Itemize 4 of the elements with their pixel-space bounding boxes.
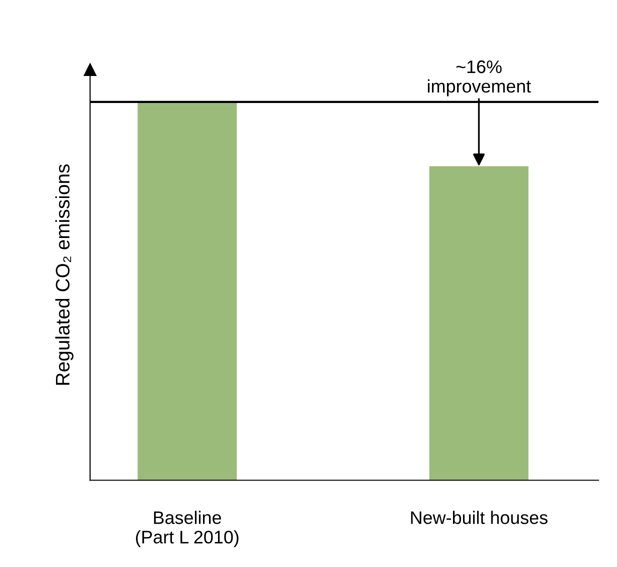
x-tick-label: New-built houses <box>411 510 548 524</box>
annotation: ~16% improvement <box>428 60 531 96</box>
x-tick-label: Baseline (Part L 2010) <box>136 510 238 548</box>
y-axis-title: Regulated CO₂ emissions <box>55 164 74 385</box>
